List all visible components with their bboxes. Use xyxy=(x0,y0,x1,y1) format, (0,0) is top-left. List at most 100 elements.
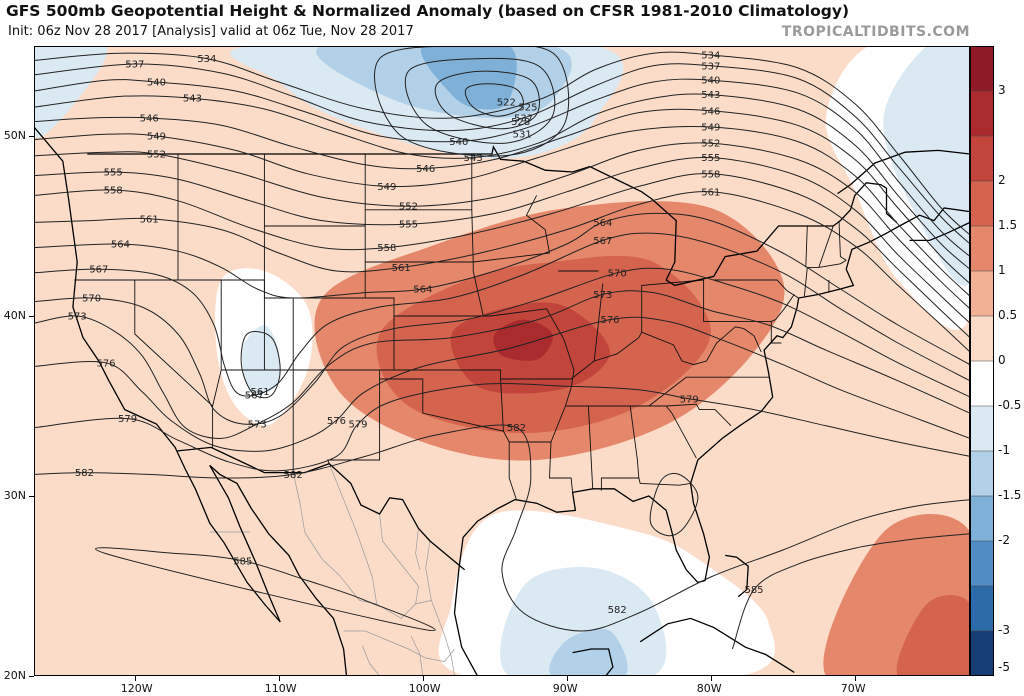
height-contour-561 xyxy=(240,331,281,399)
height-contour-522 xyxy=(464,83,524,117)
contour-label-546: 546 xyxy=(416,164,435,175)
state-border xyxy=(570,326,744,380)
contour-label-543: 543 xyxy=(464,153,483,164)
contour-label-537: 537 xyxy=(514,114,533,125)
contour-label-579: 579 xyxy=(348,420,367,431)
contour-label-570: 570 xyxy=(608,268,627,279)
contour-label-576: 576 xyxy=(600,315,619,326)
colorbar-tick-label: 1 xyxy=(998,263,1006,277)
colorbar-tick-label: 0.5 xyxy=(998,308,1018,322)
contour-label-552: 552 xyxy=(147,150,166,161)
anomaly-layer xyxy=(34,46,970,676)
height-contour-558 xyxy=(34,173,970,338)
state-border xyxy=(134,280,214,448)
mexico-state-line xyxy=(415,528,421,570)
state-border xyxy=(473,252,550,263)
contour-label-537: 537 xyxy=(125,60,144,71)
lon-tick-mark xyxy=(278,676,280,681)
colorbar-swatch xyxy=(970,405,994,452)
contour-label-582: 582 xyxy=(507,423,526,434)
height-contour-534 xyxy=(34,51,970,236)
contour-label-522: 522 xyxy=(497,97,516,108)
state-border xyxy=(743,328,762,353)
contour-label-567: 567 xyxy=(593,236,612,247)
colorbar-swatch xyxy=(970,585,994,632)
contour-label-555: 555 xyxy=(399,220,418,231)
map-title: GFS 500mb Geopotential Height & Normaliz… xyxy=(6,2,850,20)
state-border xyxy=(818,225,834,268)
colorbar-swatch xyxy=(970,270,994,317)
mexico-state-line xyxy=(425,540,445,635)
contour-label-582: 582 xyxy=(608,605,627,616)
contour-label-567: 567 xyxy=(89,265,108,276)
colorbar-swatch xyxy=(970,180,994,227)
lat-tick-label: 20N xyxy=(3,669,26,682)
anomaly-gulf-core xyxy=(500,566,667,676)
map-canvas[interactable]: 534 5345375375375405405405435435435465465… xyxy=(34,46,970,676)
state-border xyxy=(379,378,517,500)
state-border xyxy=(394,369,504,432)
map-frame xyxy=(34,46,970,676)
contour-label-573: 573 xyxy=(248,420,267,431)
height-contour-546 xyxy=(34,108,970,284)
contour-label-579: 579 xyxy=(118,414,137,425)
contour-label-546: 546 xyxy=(140,114,159,125)
height-contour-549 xyxy=(34,125,970,297)
lat-tick-label: 30N xyxy=(3,489,26,502)
coastline xyxy=(34,126,348,676)
colorbar xyxy=(970,46,994,676)
coastline-layer xyxy=(34,46,970,676)
contour-label-540: 540 xyxy=(147,78,166,89)
height-contour-528 xyxy=(404,57,556,144)
anomaly-atlantic-pos-15 xyxy=(896,595,970,676)
contour-label-552: 552 xyxy=(399,202,418,213)
height-contour-525 xyxy=(434,70,540,130)
colorbar-tick-label: 3 xyxy=(998,83,1006,97)
height-contour-561 xyxy=(34,191,970,353)
state-border xyxy=(805,225,808,268)
contour-label-549: 549 xyxy=(147,132,166,143)
colorbar-frame xyxy=(970,46,994,676)
lon-tick-mark xyxy=(566,676,568,681)
contour-label-528: 528 xyxy=(511,117,530,128)
coastline xyxy=(572,648,614,676)
height-contour-585 xyxy=(731,533,970,650)
lon-tick-label: 120W xyxy=(120,682,153,695)
lon-tick-mark xyxy=(422,676,424,681)
anomaly-central-pos-25 xyxy=(493,319,553,361)
brand-watermark: TROPICALTIDBITS.COM xyxy=(781,24,970,40)
colorbar-swatch xyxy=(970,360,994,407)
height-contour-582 xyxy=(649,472,699,537)
height-contour-555 xyxy=(34,156,970,324)
contour-label-579: 579 xyxy=(680,394,699,405)
state-border xyxy=(648,403,732,427)
state-border xyxy=(525,195,550,254)
contour-label-582: 582 xyxy=(75,468,94,479)
lat-tick-mark xyxy=(29,136,34,137)
state-border xyxy=(641,279,704,333)
contour-label-561: 561 xyxy=(392,263,411,274)
contour-label-561: 561 xyxy=(251,387,270,398)
mexico-state-line xyxy=(328,463,378,605)
colorbar-swatch xyxy=(970,225,994,272)
lon-tick-label: 80W xyxy=(696,682,722,695)
colorbar-swatch xyxy=(970,630,994,676)
contour-label-582: 582 xyxy=(284,470,303,481)
height-contour-570 xyxy=(34,267,970,425)
colorbar-tick-label: 2 xyxy=(998,173,1006,187)
lon-tick-label: 70W xyxy=(840,682,866,695)
contour-label-537: 537 xyxy=(701,61,720,72)
colorbar-swatch xyxy=(970,315,994,362)
contour-label-573: 573 xyxy=(593,290,612,301)
mexico-state-line xyxy=(444,634,455,676)
lon-tick-label: 100W xyxy=(408,682,441,695)
contour-label-543: 543 xyxy=(183,94,202,105)
contour-label-layer: 534 5345375375375405405405435435435465465… xyxy=(68,51,764,616)
height-contour-582 xyxy=(34,424,970,632)
contour-label-561: 561 xyxy=(701,187,720,198)
colorbar-swatch xyxy=(970,450,994,497)
height-contour-567 xyxy=(34,232,970,397)
anomaly-nw-white xyxy=(34,46,489,460)
mexico-state-line xyxy=(379,513,419,605)
